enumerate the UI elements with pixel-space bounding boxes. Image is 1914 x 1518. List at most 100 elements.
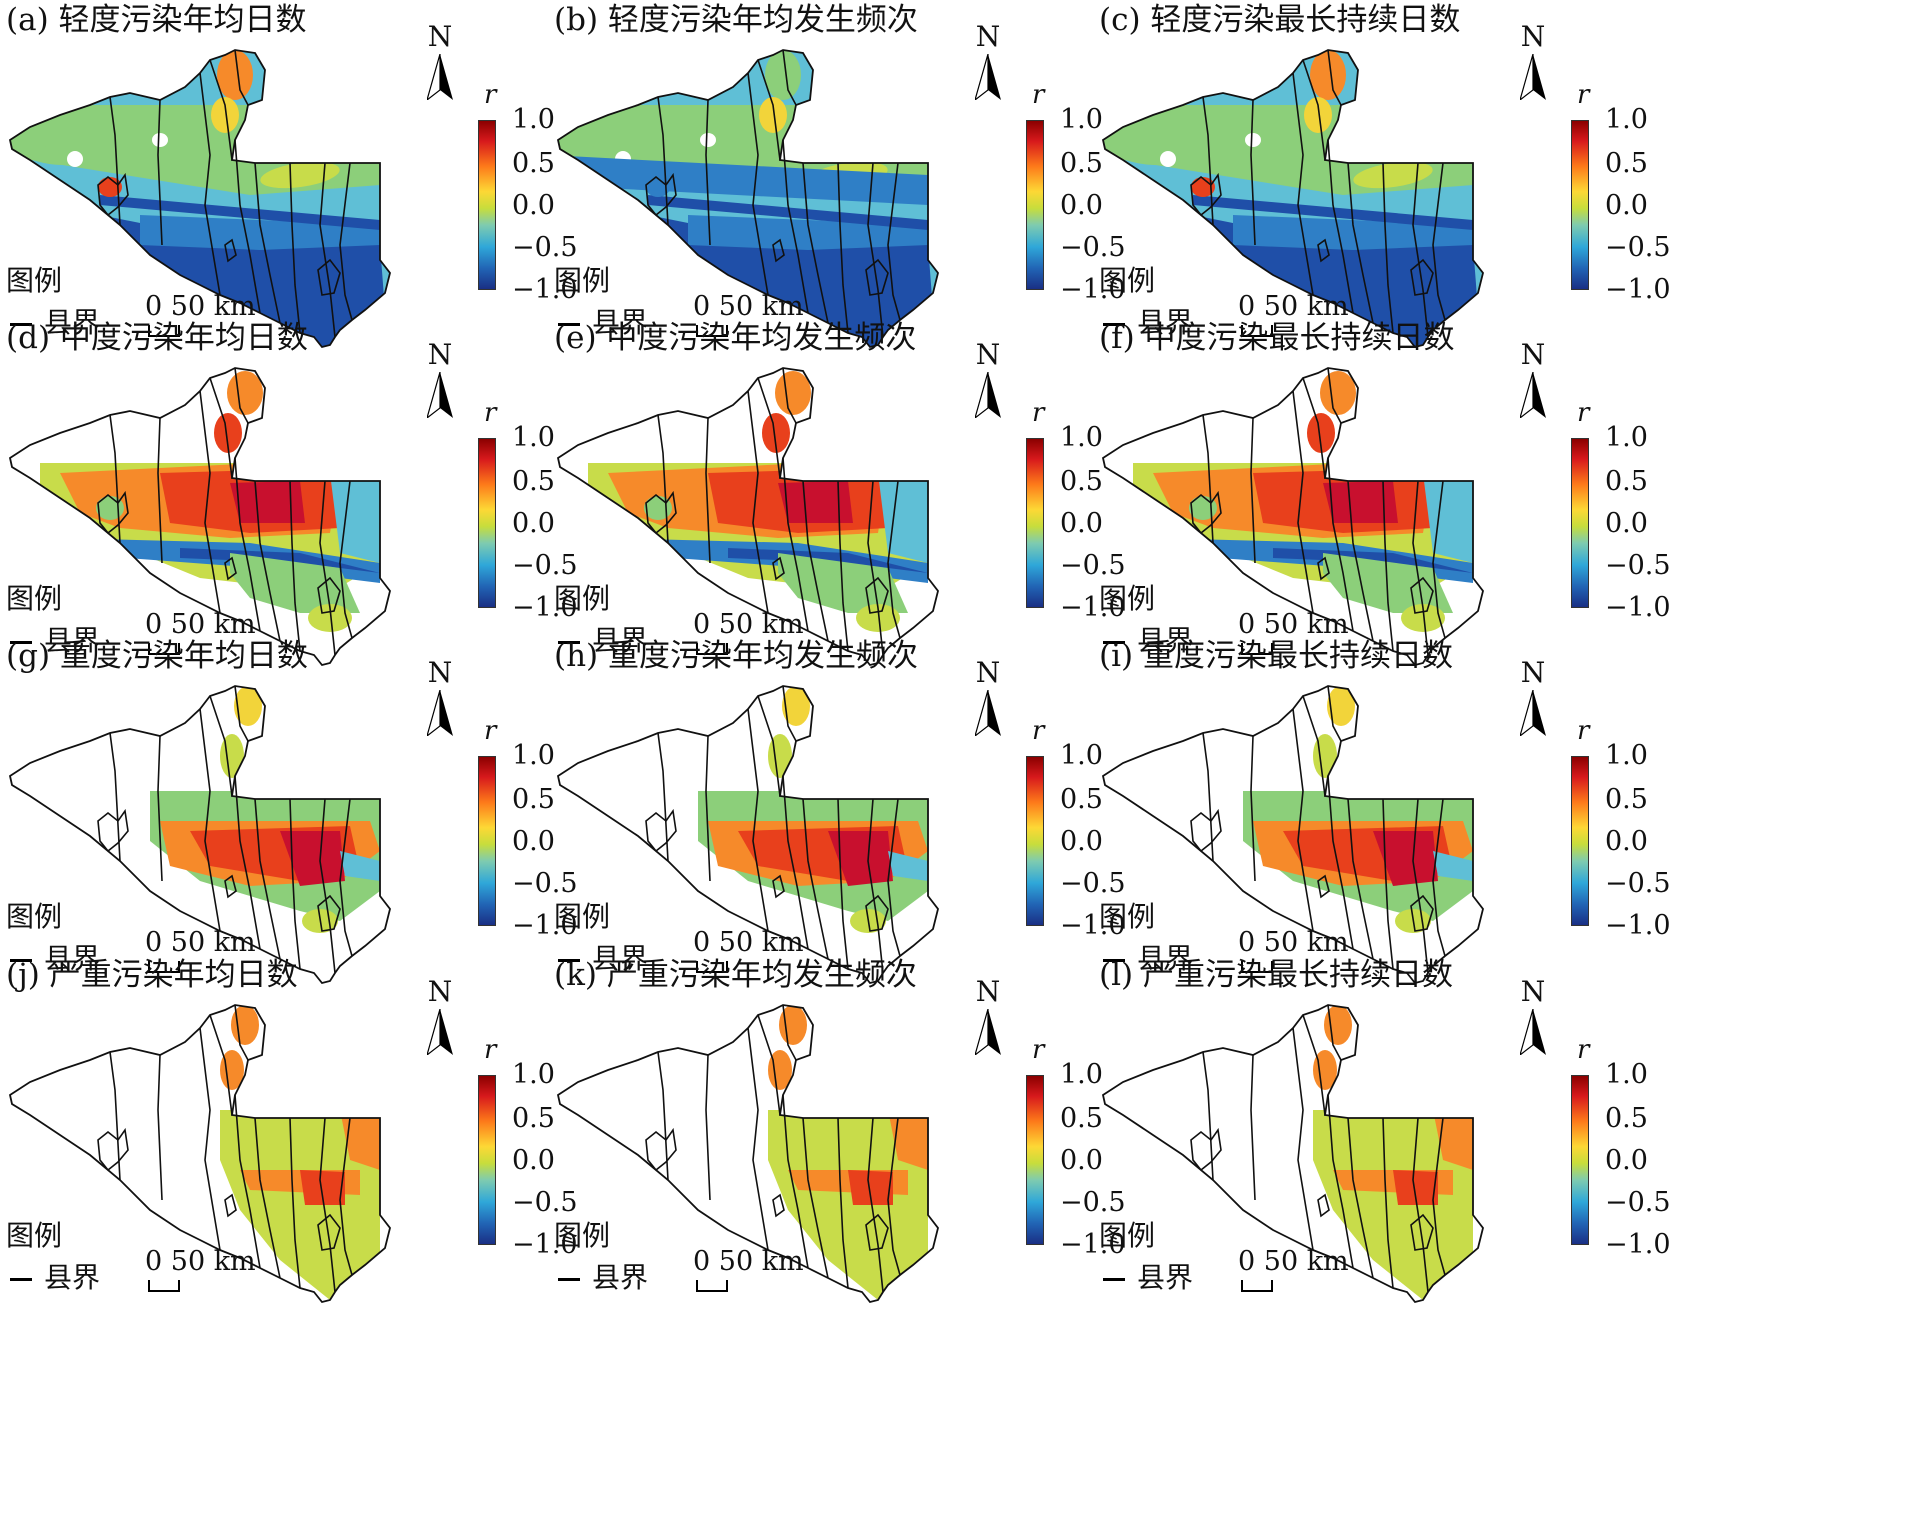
north-label: N xyxy=(975,338,1001,371)
county-boundaries xyxy=(97,49,353,338)
colorbar-tick: 1.0 xyxy=(1060,740,1103,771)
county-boundaries xyxy=(1190,367,1446,656)
colorbar-tick: 0.5 xyxy=(512,1103,555,1134)
colorbar-tick: 0.0 xyxy=(512,1145,555,1176)
legend-county-boundary: 县界 xyxy=(1103,625,1193,657)
colorbar: r 1.0 0.5 0.0 −0.5 −1.0 xyxy=(1555,1035,1735,1259)
scale-label: 0 50 km xyxy=(145,609,256,640)
region-map xyxy=(8,49,391,349)
colorbar-tick: 1.0 xyxy=(1060,422,1103,453)
colorbar-gradient xyxy=(1026,756,1044,926)
colorbar-tick: −0.5 xyxy=(1605,868,1671,899)
north-label: N xyxy=(427,656,453,689)
legend-line-label: 县界 xyxy=(592,1261,649,1294)
colorbar-gradient xyxy=(478,438,496,608)
county-boundaries xyxy=(645,49,901,338)
north-label: N xyxy=(975,975,1001,1008)
legend-line-label: 县界 xyxy=(592,942,649,975)
colorbar-gradient xyxy=(478,120,496,290)
legend-line-label: 县界 xyxy=(592,624,649,657)
colorbar: r 1.0 0.5 0.0 −0.5 −1.0 xyxy=(462,716,642,940)
colorbar-tick: −0.5 xyxy=(1060,550,1126,581)
colorbar-tick: −1.0 xyxy=(512,910,578,941)
colorbar-tick: 1.0 xyxy=(512,422,555,453)
scale-bar xyxy=(148,1280,180,1292)
legend-line-label: 县界 xyxy=(44,942,101,975)
colorbar-tick: 0.5 xyxy=(1060,148,1103,179)
colorbar-tick: 0.0 xyxy=(1605,826,1648,857)
boundary-line-icon xyxy=(558,323,580,326)
region-outline xyxy=(556,1004,939,1304)
region-map xyxy=(556,1004,939,1304)
colorbar-label: r xyxy=(484,1035,497,1065)
north-arrow-icon: N xyxy=(1508,658,1558,738)
panel-title: (l) 严重污染最长持续日数 xyxy=(1099,957,1453,993)
legend-line-label: 县界 xyxy=(1137,624,1194,657)
colorbar-tick: 0.5 xyxy=(1605,1103,1648,1134)
colorbar-gradient xyxy=(478,756,496,926)
colorbar: r 1.0 0.5 0.0 −0.5 −1.0 xyxy=(1010,716,1190,940)
legend-county-boundary: 县界 xyxy=(1103,943,1193,975)
colorbar-tick: 1.0 xyxy=(1605,104,1648,135)
colorbar-gradient xyxy=(1026,120,1044,290)
county-boundaries xyxy=(645,1004,901,1293)
legend-county-boundary: 县界 xyxy=(558,625,648,657)
boundary-line-icon xyxy=(10,959,32,962)
colorbar-label: r xyxy=(1577,398,1590,428)
legend-line-label: 县界 xyxy=(44,624,101,657)
colorbar-tick: 0.0 xyxy=(512,826,555,857)
boundary-line-icon xyxy=(1103,323,1125,326)
north-label: N xyxy=(1520,656,1546,689)
scale-label: 0 50 km xyxy=(145,291,256,322)
panel-title: (b) 轻度污染年均发生频次 xyxy=(554,2,918,38)
legend-line-label: 县界 xyxy=(44,306,101,339)
north-label: N xyxy=(427,975,453,1008)
colorbar-tick: 0.0 xyxy=(1605,1145,1648,1176)
scale-label: 0 50 km xyxy=(1238,291,1349,322)
colorbar-tick: 0.0 xyxy=(1605,508,1648,539)
scale-label: 0 50 km xyxy=(145,927,256,958)
region-outline xyxy=(8,1004,391,1304)
colorbar: r 1.0 0.5 0.0 −0.5 −1.0 xyxy=(1010,398,1190,622)
north-arrow-icon: N xyxy=(415,977,465,1057)
colorbar-label: r xyxy=(484,80,497,110)
scale-label: 0 50 km xyxy=(693,1246,804,1277)
region-map xyxy=(1101,367,1484,667)
colorbar: r 1.0 0.5 0.0 −0.5 −1.0 xyxy=(1555,716,1735,940)
north-label: N xyxy=(427,338,453,371)
legend-county-boundary: 县界 xyxy=(558,1262,648,1294)
panel-title: (e) 中度污染年均发生频次 xyxy=(554,320,917,356)
colorbar-tick: 1.0 xyxy=(512,104,555,135)
colorbar-tick: −1.0 xyxy=(1060,910,1126,941)
legend-county-boundary: 县界 xyxy=(10,625,100,657)
colorbar-tick: 1.0 xyxy=(1060,104,1103,135)
colorbar-label: r xyxy=(1577,1035,1590,1065)
colorbar: r 1.0 0.5 0.0 −0.5 −1.0 xyxy=(462,1035,642,1259)
colorbar-tick: −1.0 xyxy=(1060,592,1126,623)
scale-bar xyxy=(1241,1280,1273,1292)
legend-title: 图例 xyxy=(6,1219,63,1252)
legend-title: 图例 xyxy=(1099,1219,1156,1252)
boundary-line-icon xyxy=(10,641,32,644)
colorbar-tick: 0.0 xyxy=(1605,190,1648,221)
legend-county-boundary: 县界 xyxy=(1103,1262,1193,1294)
colorbar-tick: 0.0 xyxy=(1060,508,1103,539)
colorbar: r 1.0 0.5 0.0 −0.5 −1.0 xyxy=(462,80,642,304)
colorbar-tick: −1.0 xyxy=(1605,274,1671,305)
north-arrow-icon: N xyxy=(1508,22,1558,102)
colorbar-label: r xyxy=(484,398,497,428)
colorbar-tick: 0.5 xyxy=(512,784,555,815)
colorbar: r 1.0 0.5 0.0 −0.5 −1.0 xyxy=(1555,398,1735,622)
colorbar-label: r xyxy=(484,716,497,746)
boundary-line-icon xyxy=(10,1278,32,1281)
colorbar-tick: −1.0 xyxy=(1605,1229,1671,1260)
colorbar-label: r xyxy=(1577,716,1590,746)
legend-county-boundary: 县界 xyxy=(10,943,100,975)
legend-line-label: 县界 xyxy=(592,306,649,339)
legend-county-boundary: 县界 xyxy=(558,943,648,975)
north-arrow-icon: N xyxy=(963,340,1013,420)
colorbar-tick: 0.0 xyxy=(1060,1145,1103,1176)
